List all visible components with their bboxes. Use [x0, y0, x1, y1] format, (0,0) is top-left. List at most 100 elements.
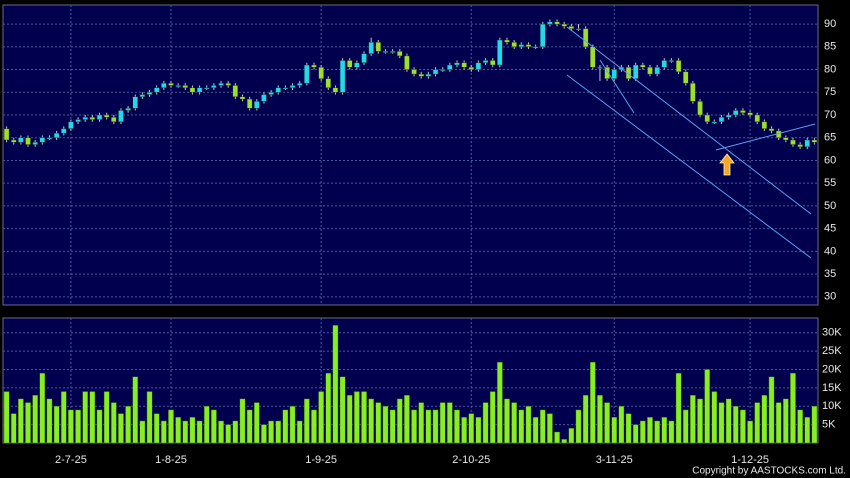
volume-bar	[125, 406, 131, 444]
marks: 30 35 40 45 50 55 60 65 70 75 80 85 90 5K 10K 15K 20K 25K…	[3, 5, 842, 466]
candle-body	[39, 137, 46, 143]
volume-bar	[203, 406, 210, 444]
candle-body	[82, 117, 88, 120]
y-tick-label: 40	[824, 245, 836, 257]
candle-body	[482, 60, 489, 63]
volume-bar	[461, 417, 467, 444]
volume-bar	[153, 413, 160, 444]
candle-body	[797, 144, 803, 148]
candle-body	[461, 62, 467, 68]
candle-body	[740, 110, 746, 113]
y-tick-label: 85	[824, 41, 836, 53]
y-tick-label: 10K	[822, 400, 842, 412]
candle-body	[611, 69, 617, 79]
candle-body	[382, 51, 389, 53]
volume-bar	[382, 406, 389, 444]
trend-line	[599, 59, 635, 114]
candle-body	[690, 82, 696, 102]
y-tick-label: 30K	[822, 327, 842, 339]
candle-body	[246, 98, 253, 109]
candle-body	[46, 137, 53, 140]
y-tick-label: 75	[824, 86, 836, 98]
volume-bar	[232, 420, 239, 444]
y-tick-label: 55	[824, 177, 836, 189]
candle-body	[504, 39, 510, 43]
y-tick-label: 90	[824, 18, 836, 30]
volume-bar	[554, 431, 560, 444]
candle-body	[532, 46, 539, 49]
volume-bar	[590, 361, 596, 444]
volume-bar	[439, 402, 446, 444]
candle-body	[68, 121, 74, 129]
volume-bar	[404, 395, 410, 444]
candle-body	[332, 87, 339, 93]
volume-bar	[46, 398, 53, 444]
candle-body	[53, 132, 60, 138]
volume-bar	[632, 424, 639, 444]
volume-bar	[261, 424, 267, 444]
candle-body	[725, 114, 732, 118]
volume-bar	[775, 402, 782, 444]
candle-body	[304, 64, 310, 84]
candle-body	[604, 67, 610, 79]
volume-bar	[68, 409, 74, 444]
x-tick-label: 1-8-25	[155, 454, 187, 466]
volume-bar	[289, 406, 296, 444]
volume-bar	[725, 398, 732, 444]
candle-body	[668, 60, 675, 62]
volume-bar	[396, 398, 403, 444]
price-panel	[2, 4, 819, 306]
y-tick-label: 65	[824, 132, 836, 144]
y-tick-label: 70	[824, 109, 836, 121]
candle-body	[568, 26, 575, 29]
volume-bar	[668, 420, 675, 444]
volume-bar	[611, 417, 618, 444]
candle-body	[96, 114, 103, 120]
volume-bar	[547, 413, 553, 444]
volume-bar	[575, 409, 582, 444]
candle-body	[18, 137, 24, 143]
candle-body	[282, 87, 289, 90]
volume-bar	[647, 417, 653, 444]
x-tick-label: 2-10-25	[452, 454, 490, 466]
candle-body	[268, 92, 274, 95]
volume-bar	[447, 402, 453, 444]
volume-bar	[239, 398, 246, 444]
volume-bar	[60, 391, 67, 444]
volume-bar	[161, 420, 167, 444]
candle-body	[418, 73, 424, 77]
volume-bar	[704, 369, 710, 444]
candle-body	[325, 78, 331, 88]
candle-body	[397, 51, 403, 57]
candle-body	[547, 21, 553, 25]
candle-body	[254, 101, 260, 109]
volume-bar	[389, 409, 396, 444]
candle-body	[475, 62, 482, 70]
candle-body	[368, 42, 374, 54]
volume-bar	[139, 420, 146, 444]
volume-bar	[304, 398, 310, 444]
candle-body	[582, 28, 589, 48]
volume-bar	[53, 406, 60, 444]
candle-body	[497, 39, 503, 66]
volume-bar	[354, 391, 360, 444]
candle-body	[697, 101, 703, 116]
y-tick-label: 25K	[822, 345, 842, 357]
volume-bar	[268, 420, 274, 444]
candle-body	[804, 139, 810, 148]
volume-bar	[732, 406, 739, 444]
volume-bar	[625, 413, 632, 444]
y-tick-label: 15K	[822, 382, 842, 394]
x-tick-label: 2-7-25	[55, 454, 87, 466]
volume-bar	[475, 417, 482, 444]
candle-body	[632, 64, 639, 79]
candle-body	[640, 64, 646, 68]
volume-bar	[539, 409, 546, 444]
y-tick-label: 20K	[822, 363, 842, 375]
y-tick-label: 80	[824, 63, 836, 75]
candle-body	[339, 60, 346, 93]
volume-bar	[697, 398, 703, 444]
volume-bar	[96, 409, 103, 444]
volume-bar	[282, 409, 289, 444]
